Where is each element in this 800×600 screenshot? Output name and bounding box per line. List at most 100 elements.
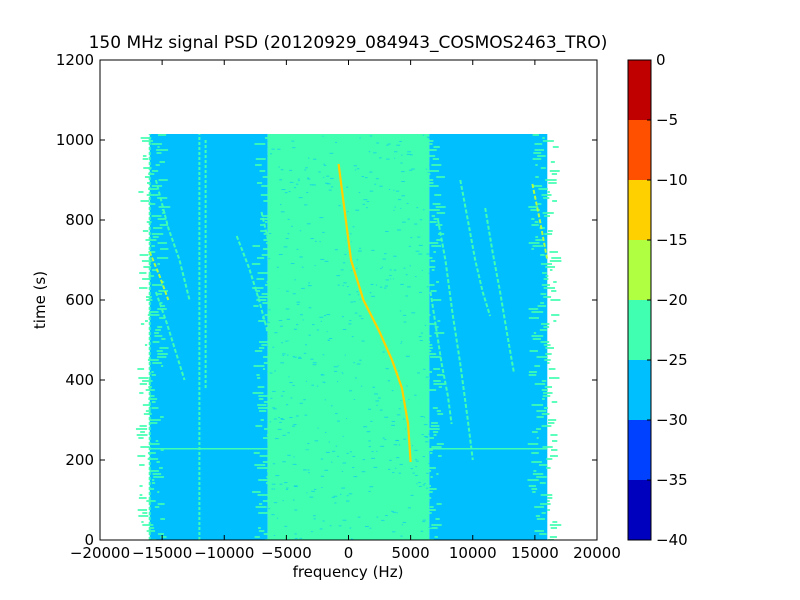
noise-speck (428, 272, 432, 274)
noise-speck (263, 239, 274, 241)
noise-speck (410, 237, 413, 239)
doppler-trace-2 (154, 179, 191, 301)
noise-speck (532, 245, 544, 247)
noise-speck (258, 527, 261, 529)
x-tick-label: −15000 (132, 544, 192, 562)
noise-speck (157, 326, 163, 328)
noise-speck (382, 351, 385, 353)
noise-speck (160, 305, 166, 307)
noise-speck (536, 356, 548, 358)
noise-speck (266, 281, 278, 283)
noise-speck (152, 236, 159, 238)
noise-speck (352, 467, 355, 469)
noise-speck (368, 408, 372, 410)
noise-speck (304, 414, 308, 416)
noise-speck (140, 446, 150, 448)
noise-speck (270, 149, 277, 151)
noise-speck (532, 134, 539, 136)
noise-speck (278, 319, 283, 321)
noise-speck (293, 424, 297, 426)
noise-speck (307, 178, 311, 180)
noise-speck (417, 305, 428, 307)
noise-speck (429, 143, 433, 145)
noise-speck (265, 242, 275, 244)
noise-speck (408, 245, 411, 247)
noise-speck (342, 462, 347, 464)
noise-speck (139, 494, 143, 496)
noise-speck (271, 488, 274, 490)
noise-speck (328, 189, 332, 191)
noise-speck (399, 310, 402, 312)
noise-speck (423, 284, 435, 286)
colorbar-tick-label: −25 (656, 351, 688, 369)
noise-speck (313, 518, 316, 520)
noise-speck (289, 169, 293, 171)
noise-speck (433, 218, 440, 220)
noise-speck (366, 431, 371, 433)
noise-speck (305, 167, 308, 169)
noise-speck (394, 467, 397, 469)
noise-speck (279, 421, 282, 423)
noise-speck (376, 404, 378, 406)
noise-speck (156, 152, 162, 154)
noise-speck (142, 380, 153, 382)
noise-speck (261, 254, 274, 256)
noise-speck (319, 217, 324, 219)
noise-speck (319, 241, 321, 243)
noise-speck (429, 512, 432, 514)
noise-speck (151, 407, 159, 409)
noise-speck (322, 520, 325, 522)
noise-speck (143, 266, 152, 268)
noise-speck (401, 171, 405, 173)
noise-speck (528, 308, 539, 310)
noise-speck (424, 324, 427, 326)
noise-speck (536, 410, 547, 412)
noise-speck (549, 269, 553, 271)
noise-speck (335, 445, 338, 447)
noise-speck (420, 530, 424, 532)
noise-speck (256, 374, 260, 376)
noise-speck (322, 135, 324, 137)
noise-speck (418, 481, 421, 483)
noise-speck (422, 515, 428, 517)
noise-speck (268, 338, 276, 340)
noise-speck (255, 506, 267, 508)
noise-speck (423, 152, 427, 154)
noise-speck (551, 290, 557, 292)
doppler-trace-3 (154, 291, 186, 381)
noise-speck (286, 290, 289, 292)
noise-speck (380, 268, 382, 270)
noise-speck (400, 341, 403, 343)
noise-speck (419, 291, 423, 293)
noise-speck (258, 503, 263, 505)
noise-speck (543, 344, 551, 346)
noise-speck (272, 463, 276, 465)
noise-speck (305, 449, 310, 451)
noise-speck (418, 137, 429, 139)
noise-speck (159, 302, 163, 304)
doppler-trace-10 (437, 219, 474, 461)
noise-speck (153, 476, 164, 478)
noise-speck (420, 167, 425, 169)
noise-speck (414, 449, 418, 451)
noise-speck (142, 524, 154, 526)
doppler-trace-4 (235, 235, 269, 333)
noise-speck (262, 461, 269, 463)
noise-speck (331, 496, 335, 498)
noise-speck (142, 155, 147, 157)
noise-speck (423, 479, 429, 481)
noise-speck (323, 164, 327, 166)
noise-speck (349, 390, 353, 392)
noise-speck (137, 368, 145, 370)
noise-speck (263, 233, 268, 235)
noise-speck (294, 538, 298, 540)
noise-speck (270, 397, 273, 399)
noise-speck (273, 535, 276, 537)
noise-speck (304, 204, 308, 206)
noise-speck (139, 272, 147, 274)
noise-speck (531, 218, 535, 220)
noise-speck (294, 279, 296, 281)
noise-speck (379, 157, 382, 159)
noise-speck (340, 269, 344, 271)
noise-speck (550, 455, 558, 457)
